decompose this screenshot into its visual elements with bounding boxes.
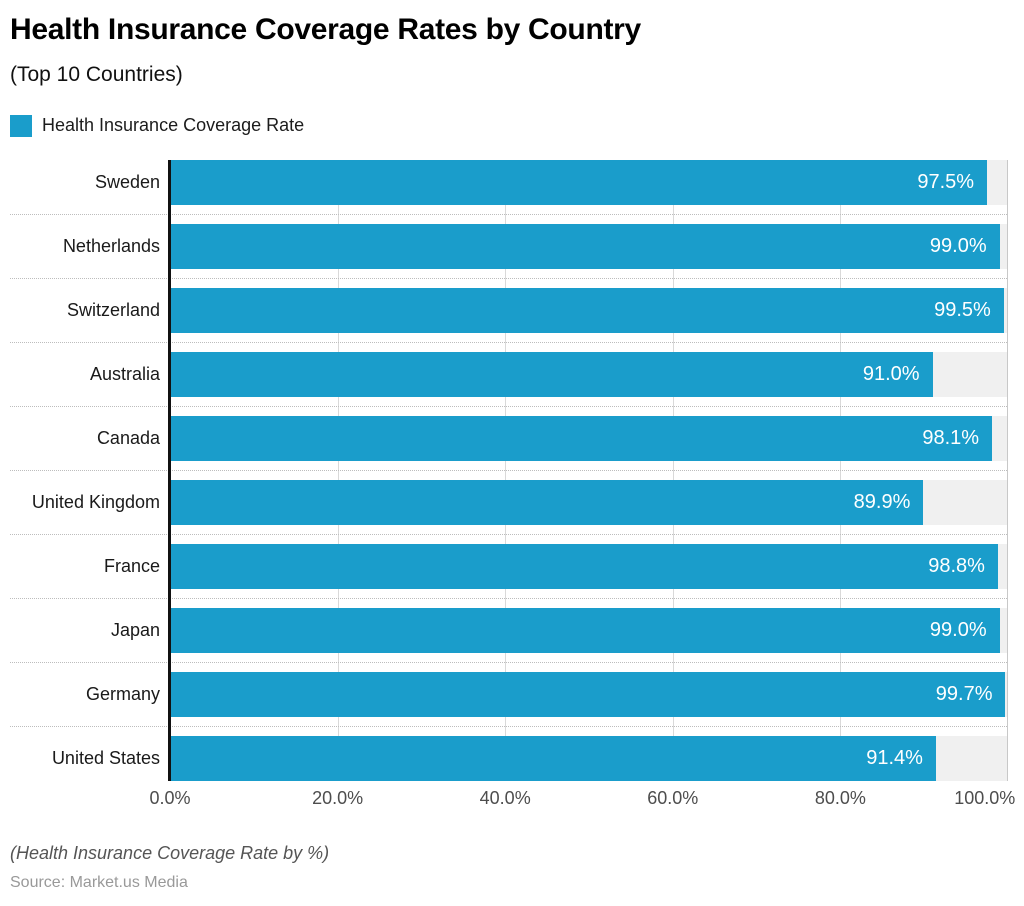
chart-row-united-states: United States 91.4% xyxy=(10,736,1008,781)
legend[interactable]: Health Insurance Coverage Rate xyxy=(10,113,1024,138)
chart-row-australia: Australia 91.0% xyxy=(10,352,1008,397)
bar-canada[interactable]: 98.1% xyxy=(170,416,993,461)
bar-chart: Sweden 97.5% Netherlands 99.0% Switzerland 99… xyxy=(10,160,1008,781)
bar-value-label: 91.4% xyxy=(866,747,923,769)
bar-netherlands[interactable]: 99.0% xyxy=(170,224,1000,269)
bar-track: 97.5% xyxy=(170,160,1008,205)
chart-row-japan: Japan 99.0% xyxy=(10,608,1008,653)
x-tick-60: 60.0% xyxy=(647,788,699,808)
source-credit: Source: Market.us Media xyxy=(10,874,188,891)
bar-value-label: 99.5% xyxy=(934,299,991,321)
chart-row-netherlands: Netherlands 99.0% xyxy=(10,224,1008,269)
legend-label: Health Insurance Coverage Rate xyxy=(42,115,305,135)
category-label-sweden: Sweden xyxy=(94,172,160,192)
chart-row-france: France 98.8% xyxy=(10,544,1008,589)
chart-rows: Sweden 97.5% Netherlands 99.0% Switzerland 99… xyxy=(10,160,1008,781)
bar-track: 99.5% xyxy=(170,288,1008,333)
row-separator xyxy=(10,214,1007,215)
bar-track: 91.0% xyxy=(170,352,1008,397)
bar-value-label: 97.5% xyxy=(917,171,975,193)
category-label-australia: Australia xyxy=(89,364,160,384)
x-tick-40: 40.0% xyxy=(479,788,531,808)
row-separator xyxy=(10,278,1007,279)
row-separator xyxy=(10,534,1007,535)
bar-value-label: 99.0% xyxy=(929,235,987,257)
chart-row-germany: Germany 99.7% xyxy=(10,672,1008,717)
chart-row-switzerland: Switzerland 99.5% xyxy=(10,288,1008,333)
category-label-japan: Japan xyxy=(110,620,160,640)
bar-australia[interactable]: 91.0% xyxy=(170,352,933,397)
row-separator xyxy=(10,726,1007,727)
row-separator xyxy=(10,662,1007,663)
bar-sweden[interactable]: 97.5% xyxy=(170,160,988,205)
gridline-100-percent xyxy=(1007,160,1008,781)
legend-swatch-icon xyxy=(10,114,32,137)
bar-value-label: 91.0% xyxy=(862,363,920,385)
chart-row-canada: Canada 98.1% xyxy=(10,416,1008,461)
category-label-germany: Germany xyxy=(85,684,160,704)
y-axis-line xyxy=(168,160,171,781)
x-tick-20: 20.0% xyxy=(312,788,364,808)
row-separator xyxy=(10,406,1007,407)
bar-track: 99.0% xyxy=(170,224,1008,269)
chart-row-united-kingdom: United Kingdom 89.9% xyxy=(10,480,1008,525)
chart-subtitle: (Top 10 Countries) xyxy=(10,63,183,86)
bar-track: 98.8% xyxy=(170,544,1008,589)
bar-track: 98.1% xyxy=(170,416,1008,461)
category-label-netherlands: Netherlands xyxy=(62,236,160,256)
row-separator xyxy=(10,342,1007,343)
row-separator xyxy=(10,470,1007,471)
category-label-united-kingdom: United Kingdom xyxy=(31,492,160,512)
bar-united-kingdom[interactable]: 89.9% xyxy=(170,480,924,525)
x-tick-100: 100.0% xyxy=(954,788,1016,808)
category-label-france: France xyxy=(103,556,160,576)
bar-value-label: 98.1% xyxy=(922,427,980,449)
bar-track: 99.7% xyxy=(170,672,1008,717)
bar-track: 89.9% xyxy=(170,480,1008,525)
bar-france[interactable]: 98.8% xyxy=(170,544,998,589)
category-label-canada: Canada xyxy=(96,428,160,448)
bar-value-label: 99.7% xyxy=(935,683,993,705)
chart-row-sweden: Sweden 97.5% xyxy=(10,160,1008,205)
category-label-switzerland: Switzerland xyxy=(66,300,160,320)
bar-united-states[interactable]: 91.4% xyxy=(170,736,936,781)
x-tick-0: 0.0% xyxy=(149,788,191,808)
axis-note: (Health Insurance Coverage Rate by %) xyxy=(10,843,330,863)
bar-track: 99.0% xyxy=(170,608,1008,653)
x-tick-80: 80.0% xyxy=(814,788,866,808)
bar-japan[interactable]: 99.0% xyxy=(170,608,1000,653)
bar-value-label: 99.0% xyxy=(929,619,987,641)
page-title: Health Insurance Coverage Rates by Count… xyxy=(10,13,641,46)
bar-value-label: 98.8% xyxy=(928,555,985,577)
bar-value-label: 89.9% xyxy=(853,491,911,513)
x-axis: 0.0% 20.0% 40.0% 60.0% 80.0% 100.0% xyxy=(149,781,1015,815)
bar-germany[interactable]: 99.7% xyxy=(170,672,1006,717)
row-separator xyxy=(10,598,1007,599)
bar-switzerland[interactable]: 99.5% xyxy=(170,288,1004,333)
bar-track: 91.4% xyxy=(170,736,1008,781)
category-label-united-states: United States xyxy=(51,748,160,768)
